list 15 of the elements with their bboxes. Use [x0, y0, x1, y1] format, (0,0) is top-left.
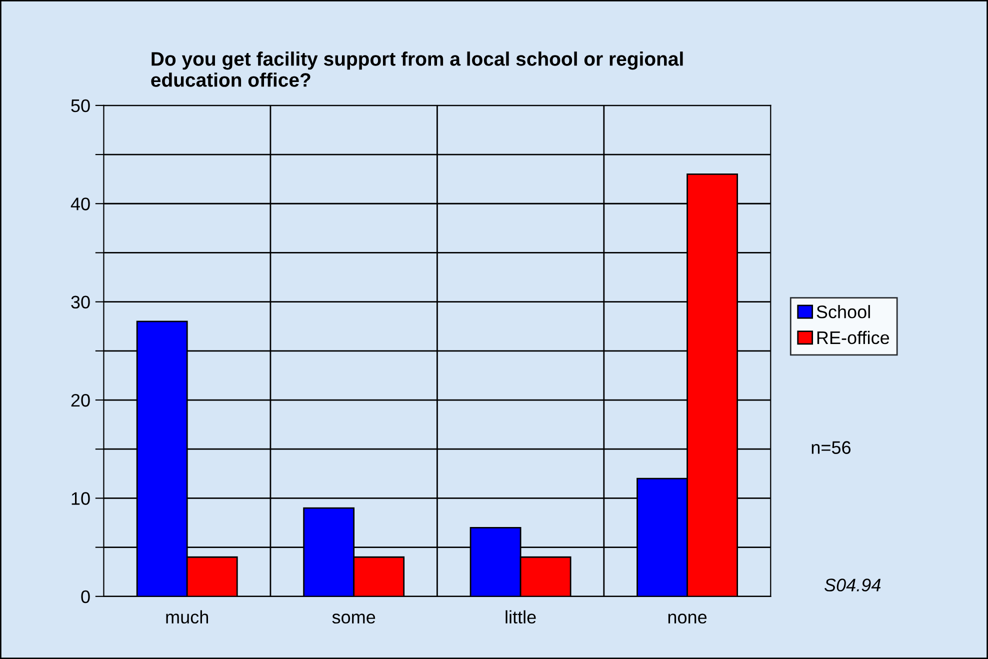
y-tick-label: 50	[71, 99, 90, 112]
legend-label: School	[816, 305, 870, 318]
x-tick-label: much	[166, 610, 208, 624]
chart-title: Do you get facility support from a local school or regional education office?	[151, 52, 683, 87]
x-tick-label: some	[332, 614, 376, 624]
y-tick-label: 20	[71, 394, 90, 407]
y-tick-label: 40	[70, 198, 90, 210]
x-tick-label: none	[668, 614, 707, 624]
x-tick-label: little	[506, 610, 536, 624]
text: S04.94	[824, 578, 881, 592]
y-tick-label: 0	[81, 590, 90, 604]
text: n=56	[812, 441, 851, 454]
y-tick-label: 30	[71, 296, 90, 309]
y-tick-label: 10	[72, 492, 90, 505]
legend-label: RE-office	[817, 330, 890, 344]
